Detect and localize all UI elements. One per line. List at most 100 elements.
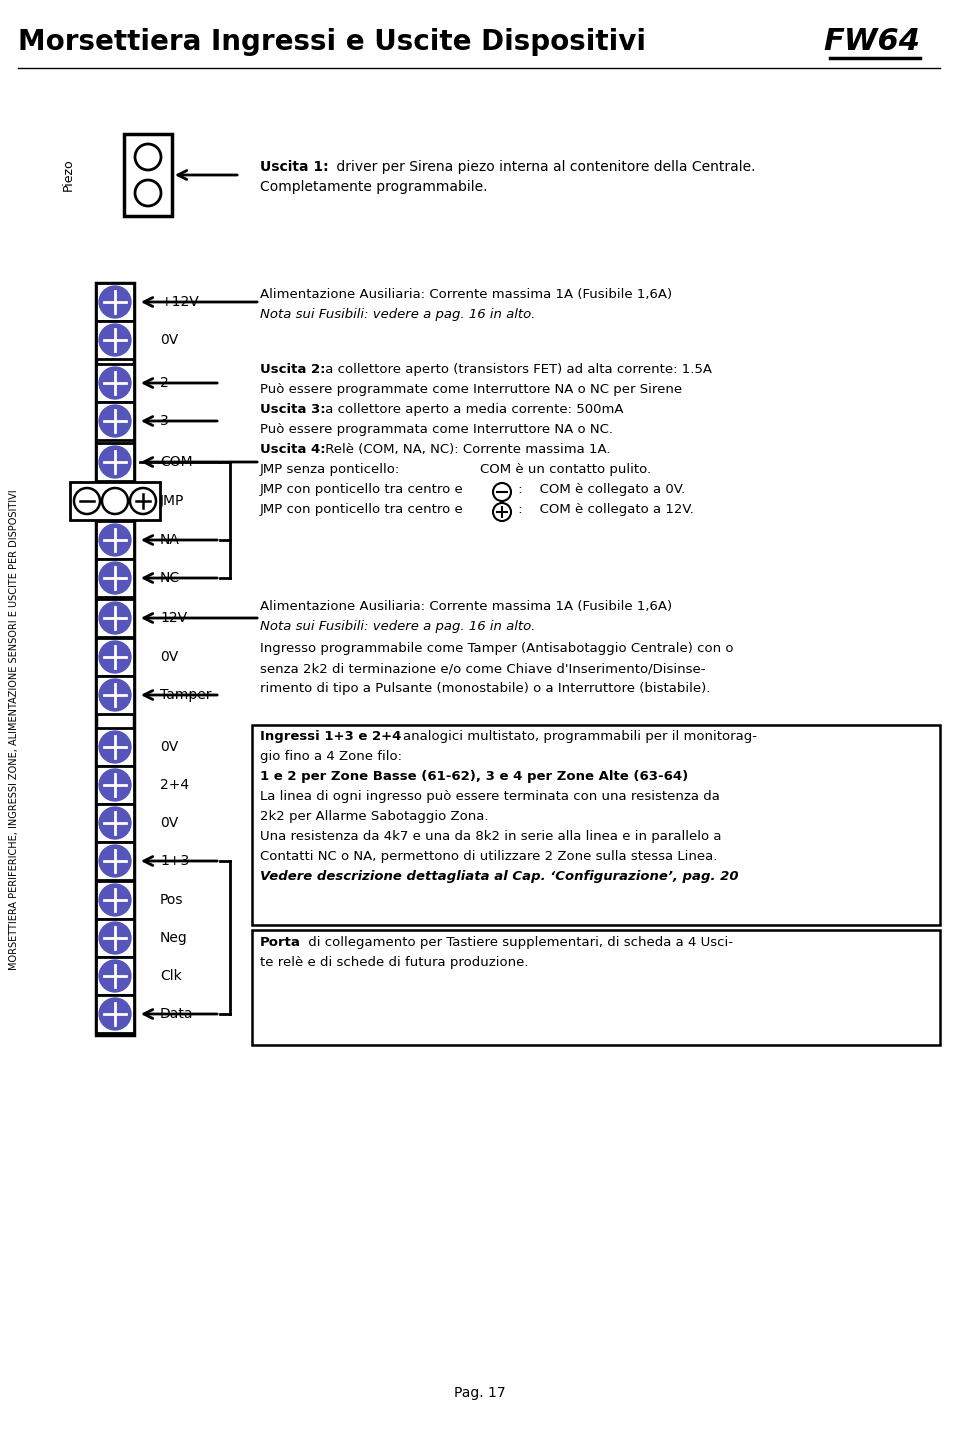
Text: COM: COM [160, 454, 193, 469]
Text: COM è un contatto pulito.: COM è un contatto pulito. [480, 463, 651, 476]
Bar [96, 284, 134, 483]
Circle shape [99, 884, 131, 916]
Circle shape [99, 446, 131, 478]
Bar [96, 881, 134, 919]
Text: JMP con ponticello tra centro e: JMP con ponticello tra centro e [260, 504, 468, 517]
Text: 0V: 0V [160, 333, 179, 347]
Text: JMP senza ponticello:: JMP senza ponticello: [260, 463, 400, 476]
Bar [96, 402, 134, 440]
Text: driver per Sirena piezo interna al contenitore della Centrale.: driver per Sirena piezo interna al conte… [332, 161, 756, 174]
Text: 3: 3 [160, 414, 169, 428]
Text: Uscita 1:: Uscita 1: [260, 161, 328, 174]
Text: Relè (COM, NA, NC): Corrente massima 1A.: Relè (COM, NA, NC): Corrente massima 1A. [321, 443, 611, 456]
Text: di collegamento per Tastiere supplementari, di scheda a 4 Usci-: di collegamento per Tastiere supplementa… [304, 936, 733, 949]
Text: a collettore aperto a media corrente: 500mA: a collettore aperto a media corrente: 50… [321, 404, 623, 415]
Bar [96, 559, 134, 598]
Circle shape [99, 959, 131, 993]
Text: NC: NC [160, 572, 180, 585]
Circle shape [99, 807, 131, 839]
Text: JMP con ponticello tra centro e: JMP con ponticello tra centro e [260, 483, 468, 496]
Text: Completamente programmabile.: Completamente programmabile. [260, 179, 488, 194]
Circle shape [493, 504, 511, 521]
Circle shape [99, 641, 131, 673]
Circle shape [99, 368, 131, 399]
Circle shape [99, 405, 131, 437]
Text: Ingresso programmabile come Tamper (Antisabotaggio Centrale) con o: Ingresso programmabile come Tamper (Anti… [260, 642, 733, 655]
Text: analogici multistato, programmabili per il monitorag-: analogici multistato, programmabili per … [403, 729, 757, 742]
Bar [96, 443, 134, 480]
Text: 2: 2 [160, 376, 169, 391]
Bar [96, 842, 134, 880]
Text: 2+4: 2+4 [160, 778, 189, 792]
Text: +12V: +12V [160, 295, 199, 310]
Text: senza 2k2 di terminazione e/o come Chiave d'Inserimento/Disinse-: senza 2k2 di terminazione e/o come Chiav… [260, 661, 706, 674]
Circle shape [99, 602, 131, 634]
Text: :    COM è collegato a 12V.: : COM è collegato a 12V. [514, 504, 694, 517]
Bar [96, 919, 134, 956]
Text: Una resistenza da 4k7 e una da 8k2 in serie alla linea e in parallelo a: Una resistenza da 4k7 e una da 8k2 in se… [260, 831, 722, 844]
Text: Porta: Porta [260, 936, 300, 949]
Circle shape [99, 922, 131, 954]
Bar [96, 676, 134, 713]
Text: Ingressi 1+3 e 2+4: Ingressi 1+3 e 2+4 [260, 729, 406, 742]
Bar [124, 135, 172, 216]
Bar [70, 482, 160, 519]
Text: Può essere programmata come Interruttore NA o NC.: Può essere programmata come Interruttore… [260, 423, 613, 436]
Text: Alimentazione Ausiliaria: Corrente massima 1A (Fusibile 1,6A): Alimentazione Ausiliaria: Corrente massi… [260, 601, 672, 614]
Bar [96, 996, 134, 1033]
Text: Alimentazione Ausiliaria: Corrente massima 1A (Fusibile 1,6A): Alimentazione Ausiliaria: Corrente massi… [260, 288, 672, 301]
Text: Tamper: Tamper [160, 687, 211, 702]
Text: Data: Data [160, 1007, 194, 1022]
Text: 0V: 0V [160, 816, 179, 831]
Bar [96, 728, 134, 765]
Text: Vedere descrizione dettagliata al Cap. ‘Configurazione’, pag. 20: Vedere descrizione dettagliata al Cap. ‘… [260, 870, 738, 883]
Text: 1 e 2 per Zone Basse (61-62), 3 e 4 per Zone Alte (63-64): 1 e 2 per Zone Basse (61-62), 3 e 4 per … [260, 770, 688, 783]
Bar [96, 521, 134, 1035]
Circle shape [99, 731, 131, 763]
Circle shape [135, 145, 161, 169]
Text: La linea di ogni ingresso può essere terminata con una resistenza da: La linea di ogni ingresso può essere ter… [260, 790, 720, 803]
Bar [96, 765, 134, 805]
Text: gio fino a 4 Zone filo:: gio fino a 4 Zone filo: [260, 750, 402, 763]
Circle shape [99, 287, 131, 318]
Circle shape [99, 998, 131, 1030]
Bar [252, 725, 940, 925]
Text: NA: NA [160, 532, 180, 547]
Text: 12V: 12V [160, 611, 187, 625]
Text: Pag. 17: Pag. 17 [454, 1386, 506, 1401]
Text: te relè e di schede di futura produzione.: te relè e di schede di futura produzione… [260, 956, 529, 969]
Circle shape [493, 483, 511, 501]
Text: MORSETTIERA PERIFERICHE, INGRESSI ZONE, ALIMENTAZIONE SENSORI E USCITE PER DISPO: MORSETTIERA PERIFERICHE, INGRESSI ZONE, … [9, 489, 19, 971]
Text: 0V: 0V [160, 650, 179, 664]
Text: a collettore aperto (transistors FET) ad alta corrente: 1.5A: a collettore aperto (transistors FET) ad… [321, 363, 712, 376]
Text: 2k2 per Allarme Sabotaggio Zona.: 2k2 per Allarme Sabotaggio Zona. [260, 810, 489, 823]
Text: 1+3: 1+3 [160, 854, 189, 868]
Text: Clk: Clk [160, 969, 181, 983]
Bar [96, 638, 134, 676]
Text: Può essere programmate come Interruttore NA o NC per Sirene: Può essere programmate come Interruttore… [260, 383, 683, 396]
Text: Uscita 3:: Uscita 3: [260, 404, 325, 415]
Text: Nota sui Fusibili: vedere a pag. 16 in alto.: Nota sui Fusibili: vedere a pag. 16 in a… [260, 308, 536, 321]
Bar [96, 599, 134, 637]
Text: Neg: Neg [160, 930, 188, 945]
Text: Uscita 2:: Uscita 2: [260, 363, 325, 376]
Text: Nota sui Fusibili: vedere a pag. 16 in alto.: Nota sui Fusibili: vedere a pag. 16 in a… [260, 619, 536, 632]
Text: Piezo: Piezo [61, 159, 75, 191]
Circle shape [99, 679, 131, 710]
Bar [252, 930, 940, 1045]
Bar [96, 956, 134, 996]
Text: FW64: FW64 [823, 27, 920, 56]
Circle shape [99, 768, 131, 802]
Text: Pos: Pos [160, 893, 183, 907]
Circle shape [130, 488, 156, 514]
Circle shape [135, 179, 161, 205]
Text: :    COM è collegato a 0V.: : COM è collegato a 0V. [514, 483, 685, 496]
Bar [96, 284, 134, 321]
Circle shape [99, 324, 131, 356]
Text: JMP: JMP [160, 493, 184, 508]
Circle shape [99, 561, 131, 593]
Circle shape [102, 488, 128, 514]
Text: 0V: 0V [160, 739, 179, 754]
Circle shape [99, 845, 131, 877]
Text: rimento di tipo a Pulsante (monostabile) o a Interruttore (bistabile).: rimento di tipo a Pulsante (monostabile)… [260, 682, 710, 695]
